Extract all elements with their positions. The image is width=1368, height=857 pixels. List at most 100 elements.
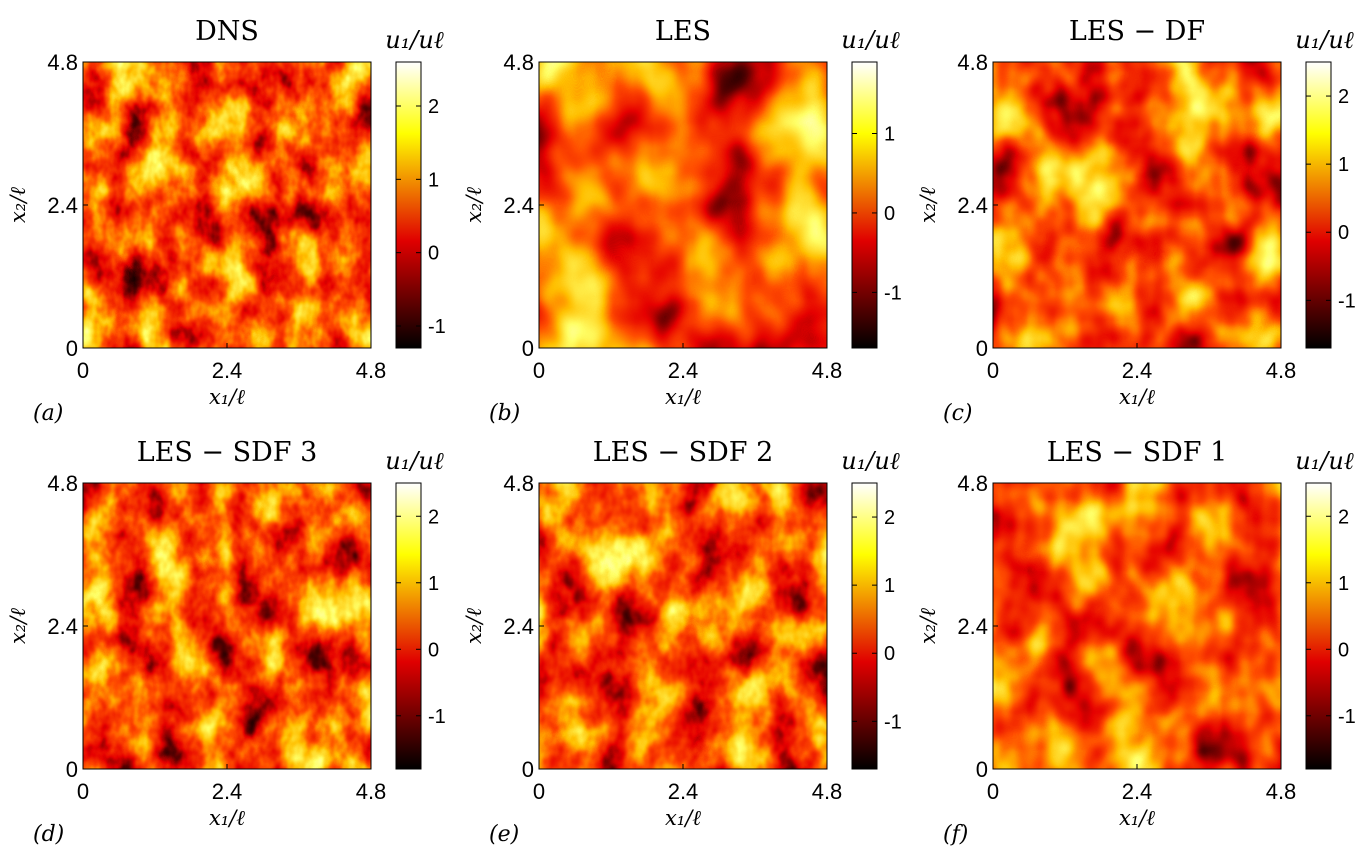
colorbar-tick-label: 2 <box>428 96 439 118</box>
x-tick-label: 2.4 <box>212 779 243 804</box>
colorbar <box>395 482 422 770</box>
colorbar-label: u₁/uℓ <box>385 447 444 475</box>
colorbar-label: u₁/uℓ <box>1295 26 1354 54</box>
colorbar <box>395 61 422 349</box>
x-tick-label: 0 <box>533 358 545 383</box>
y-tick-label: 0 <box>522 336 534 361</box>
panel-title: LES − SDF 1 <box>1047 437 1228 468</box>
x-axis-label: x₁/ℓ <box>209 806 245 830</box>
x-tick-label: 2.4 <box>1122 779 1153 804</box>
panel-label: (e) <box>489 822 519 847</box>
colorbar-tick-label: 0 <box>1338 639 1349 661</box>
heatmap-field <box>993 483 1281 769</box>
panel-title: LES − SDF 3 <box>137 437 318 468</box>
colorbar-label: u₁/uℓ <box>385 26 444 54</box>
panel-label: (d) <box>33 822 64 847</box>
panel-label: (f) <box>943 822 968 847</box>
y-tick-label: 2.4 <box>47 193 78 218</box>
colorbar-label: u₁/uℓ <box>1295 447 1354 475</box>
panel-label: (c) <box>943 401 973 426</box>
x-tick-label: 0 <box>77 779 89 804</box>
colorbar-tick-label: -1 <box>884 282 902 304</box>
colorbar-tick-label: 1 <box>884 124 895 146</box>
x-tick-label: 4.8 <box>812 358 843 383</box>
colorbar-tick-label: -1 <box>428 316 446 338</box>
panel-2: LES 0 2.4 4.8 0 2.4 4.8 x₁/ℓ x₂/ℓ (b) -1 0 1 u₁/uℓ <box>462 16 902 426</box>
colorbar-tick-label: 0 <box>884 203 895 225</box>
panel-4: LES − SDF 3 0 2.4 4.8 0 2.4 4.8 x₁/ℓ x₂/ℓ (d) -1 0 1… <box>6 437 446 847</box>
x-axis-label: x₁/ℓ <box>1119 806 1155 830</box>
x-axis-label: x₁/ℓ <box>1119 385 1155 409</box>
panel-title: LES − SDF 2 <box>593 437 774 468</box>
colorbar-tick-label: 1 <box>428 169 439 191</box>
y-tick-label: 0 <box>976 336 988 361</box>
panel-title: LES − DF <box>1069 16 1205 47</box>
x-tick-label: 2.4 <box>1122 358 1153 383</box>
y-tick-label: 4.8 <box>47 471 78 496</box>
x-tick-label: 0 <box>533 779 545 804</box>
panel-1: DNS 0 2.4 4.8 0 2.4 4.8 x₁/ℓ x₂/ℓ (a) -1 0 1 2 u₁/uℓ <box>6 16 446 426</box>
y-axis-label: x₂/ℓ <box>916 187 940 223</box>
y-tick-label: 0 <box>522 757 534 782</box>
x-tick-label: 2.4 <box>668 779 699 804</box>
colorbar-tick-label: 1 <box>428 573 439 595</box>
colorbar-tick-label: 0 <box>428 639 439 661</box>
colorbar-tick-label: 0 <box>884 643 895 665</box>
panel-5: LES − SDF 2 0 2.4 4.8 0 2.4 4.8 x₁/ℓ x₂/ℓ (e) -1 0 1… <box>462 437 902 847</box>
y-tick-label: 2.4 <box>47 614 78 639</box>
x-tick-label: 2.4 <box>212 358 243 383</box>
colorbar <box>851 61 878 349</box>
colorbar-tick-label: -1 <box>1338 290 1356 312</box>
x-axis-label: x₁/ℓ <box>665 385 701 409</box>
y-axis-label: x₂/ℓ <box>6 608 30 644</box>
panel-title: DNS <box>195 16 259 47</box>
x-tick-label: 0 <box>987 779 999 804</box>
panel-label: (a) <box>33 401 63 426</box>
x-tick-label: 4.8 <box>1266 358 1297 383</box>
colorbar-tick-label: 0 <box>428 243 439 265</box>
colorbar-tick-label: 2 <box>428 506 439 528</box>
heatmap-field <box>539 62 827 348</box>
y-axis-label: x₂/ℓ <box>462 608 486 644</box>
y-tick-label: 0 <box>976 757 988 782</box>
heatmap-field <box>539 483 827 769</box>
y-axis-label: x₂/ℓ <box>462 187 486 223</box>
x-tick-label: 0 <box>77 358 89 383</box>
x-tick-label: 4.8 <box>812 779 843 804</box>
panel-3: LES − DF 0 2.4 4.8 0 2.4 4.8 x₁/ℓ x₂/ℓ (c) -1 0 1 2 u₁… <box>916 16 1356 426</box>
y-tick-label: 4.8 <box>503 50 534 75</box>
colorbar <box>1305 482 1332 770</box>
y-axis-label: x₂/ℓ <box>6 187 30 223</box>
colorbar-tick-label: 2 <box>884 507 895 529</box>
y-tick-label: 4.8 <box>957 50 988 75</box>
panel-6: LES − SDF 1 0 2.4 4.8 0 2.4 4.8 x₁/ℓ x₂/ℓ (f) -1 0 1… <box>916 437 1356 847</box>
y-tick-label: 4.8 <box>957 471 988 496</box>
colorbar-tick-label: 1 <box>1338 573 1349 595</box>
colorbar-tick-label: 1 <box>1338 154 1349 176</box>
colorbar-label: u₁/uℓ <box>841 26 900 54</box>
y-tick-label: 4.8 <box>47 50 78 75</box>
x-tick-label: 2.4 <box>668 358 699 383</box>
y-tick-label: 0 <box>66 757 78 782</box>
heatmap-field <box>83 62 371 348</box>
colorbar-tick-label: 0 <box>1338 222 1349 244</box>
colorbar-label: u₁/uℓ <box>841 447 900 475</box>
x-axis-label: x₁/ℓ <box>665 806 701 830</box>
x-axis-label: x₁/ℓ <box>209 385 245 409</box>
colorbar-tick-label: -1 <box>1338 706 1356 728</box>
x-tick-label: 0 <box>987 358 999 383</box>
y-tick-label: 2.4 <box>957 193 988 218</box>
x-tick-label: 4.8 <box>356 779 387 804</box>
heatmap-field <box>83 483 371 769</box>
colorbar <box>1305 61 1332 349</box>
colorbar-tick-label: 2 <box>1338 506 1349 528</box>
x-tick-label: 4.8 <box>1266 779 1297 804</box>
colorbar-tick-label: -1 <box>428 706 446 728</box>
heatmap-field <box>993 62 1281 348</box>
y-tick-label: 4.8 <box>503 471 534 496</box>
y-axis-label: x₂/ℓ <box>916 608 940 644</box>
panel-title: LES <box>655 16 711 47</box>
panel-label: (b) <box>489 401 520 426</box>
y-tick-label: 2.4 <box>503 614 534 639</box>
